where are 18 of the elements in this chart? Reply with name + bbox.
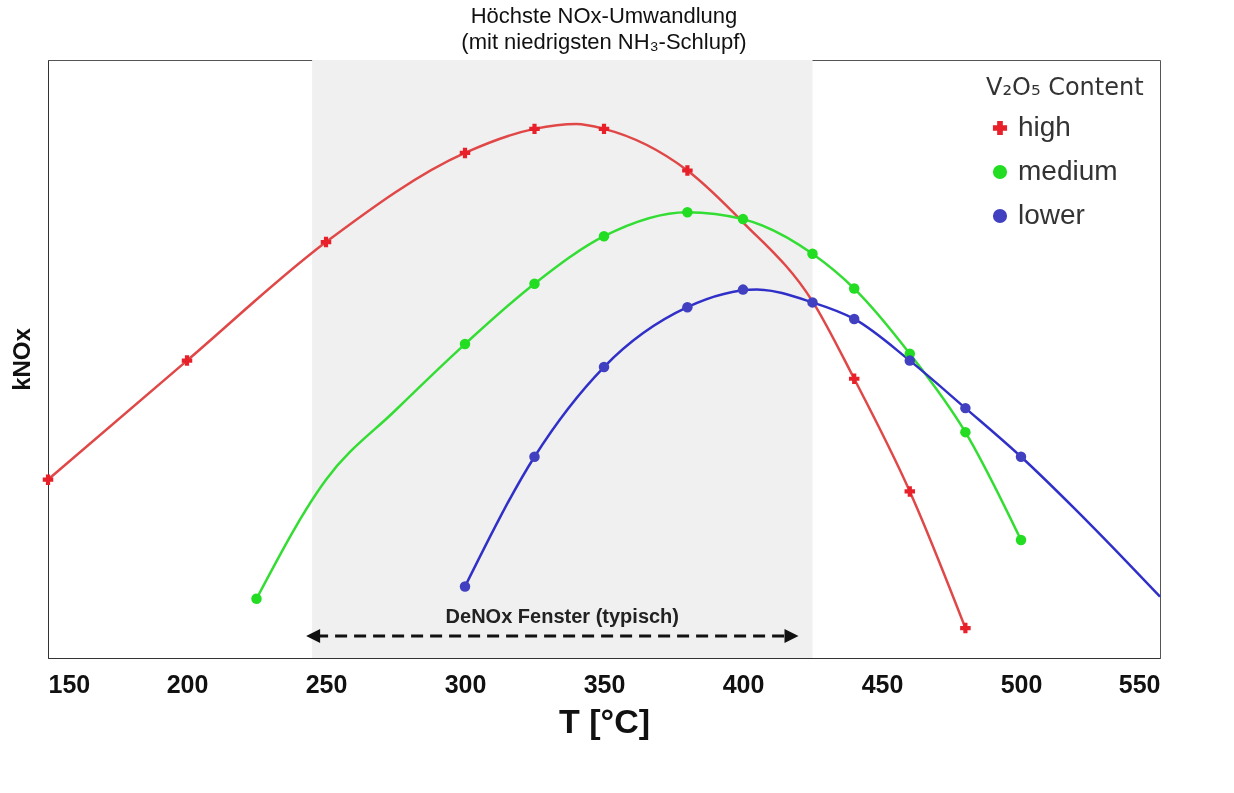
legend-label: medium (1018, 155, 1118, 186)
chart-title: Höchste NOx-Umwandlung (470, 3, 738, 28)
x-axis-title: T [°C] (558, 701, 651, 740)
x-tick-label: 150 (48, 669, 91, 698)
x-tick-label: 400 (722, 669, 765, 698)
y-axis-title: kNOx (7, 327, 35, 391)
legend-title: V₂O₅ Content (986, 73, 1144, 101)
x-tick-label: 250 (305, 669, 348, 698)
legend-label: high (1018, 111, 1071, 142)
chart-subtitle: (mit niedrigsten NH₃-Schlupf) (461, 29, 747, 54)
x-tick-label: 300 (444, 669, 487, 698)
x-tick-label: 550 (1118, 669, 1161, 698)
band-label: DeNOx Fenster (typisch) (445, 604, 679, 627)
x-tick-label: 350 (583, 669, 626, 698)
x-tick-label: 450 (861, 669, 904, 698)
x-tick-label: 500 (1000, 669, 1043, 698)
x-tick-label: 200 (166, 669, 209, 698)
legend-label: lower (1018, 199, 1085, 230)
